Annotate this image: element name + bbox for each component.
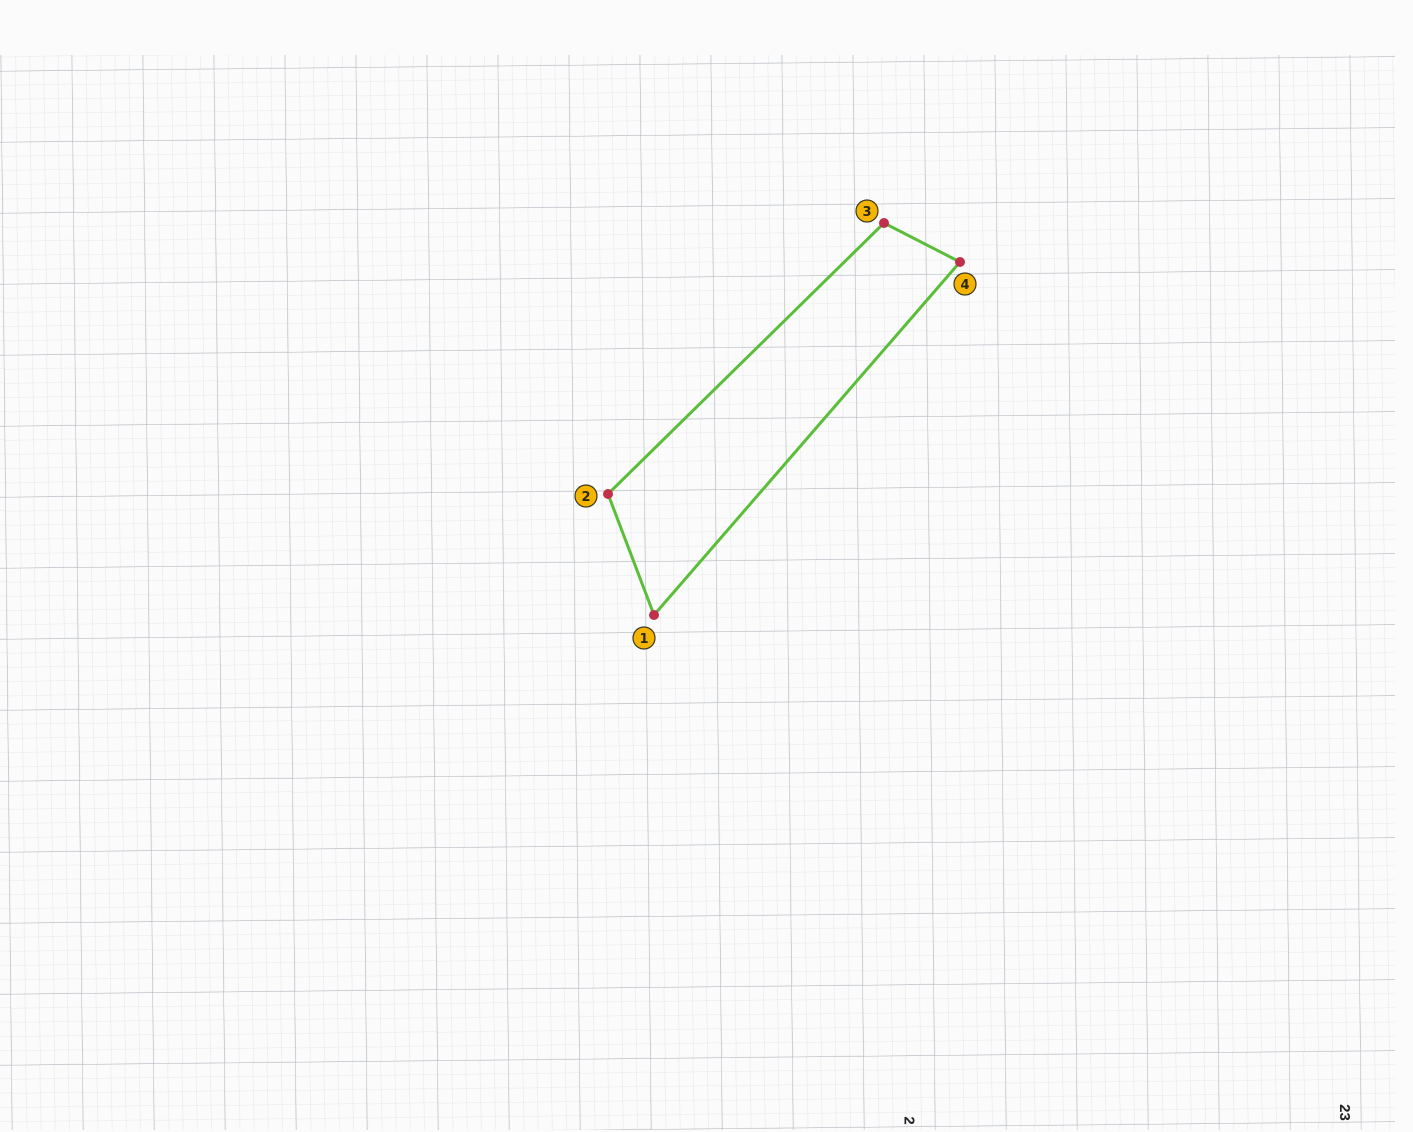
polygon-diagram: 1 2 3 4 bbox=[574, 199, 977, 650]
edge-label-2: 2 bbox=[900, 1116, 918, 1125]
point-1-dot bbox=[649, 610, 659, 620]
point-4-label: 4 bbox=[960, 278, 969, 293]
point-2-badge bbox=[574, 484, 598, 508]
point-3-marker: 3 bbox=[855, 199, 879, 223]
point-1-label: 1 bbox=[639, 632, 648, 647]
point-3-label: 3 bbox=[862, 205, 871, 220]
point-2-dot bbox=[603, 489, 613, 499]
point-4-marker: 4 bbox=[953, 272, 977, 296]
point-4-dot bbox=[955, 257, 965, 267]
point-4-badge bbox=[953, 272, 977, 296]
point-1-marker: 1 bbox=[632, 626, 656, 650]
point-1-badge bbox=[632, 626, 656, 650]
point-3-badge bbox=[855, 199, 879, 223]
grid bbox=[0, 55, 1395, 1130]
edge-label-23: 23 bbox=[1335, 1104, 1353, 1121]
point-2-label: 2 bbox=[581, 490, 590, 505]
point-2-marker: 2 bbox=[574, 484, 598, 508]
point-3-dot bbox=[879, 218, 889, 228]
